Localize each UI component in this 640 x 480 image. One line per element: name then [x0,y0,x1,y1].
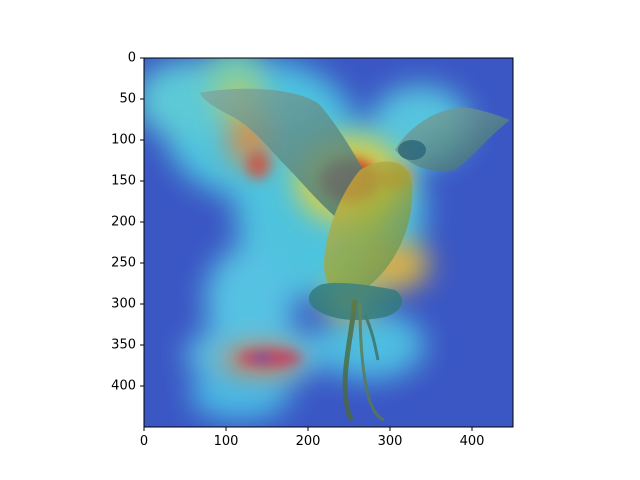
y-tick-label: 250 [111,256,136,271]
y-tick-label: 350 [111,338,136,353]
x-tick-label: 300 [378,434,403,449]
y-tick-label: 0 [128,51,136,66]
y-tick-label: 150 [111,174,136,189]
y-tick-label: 400 [111,379,136,394]
y-tick-label: 100 [111,133,136,148]
y-tick-label: 50 [119,92,136,107]
y-tick-label: 200 [111,215,136,230]
x-tick-label: 0 [140,434,148,449]
bird-overlay [200,88,510,422]
x-axis: 0 100 200 300 400 [140,427,485,449]
x-tick-label: 100 [214,434,239,449]
heatmap-image [144,58,513,427]
y-axis: 0 50 100 150 200 250 300 350 400 [111,51,144,394]
plot-frame [143,57,514,428]
x-tick-label: 400 [460,434,485,449]
x-tick-label: 200 [296,434,321,449]
y-tick-label: 300 [111,297,136,312]
